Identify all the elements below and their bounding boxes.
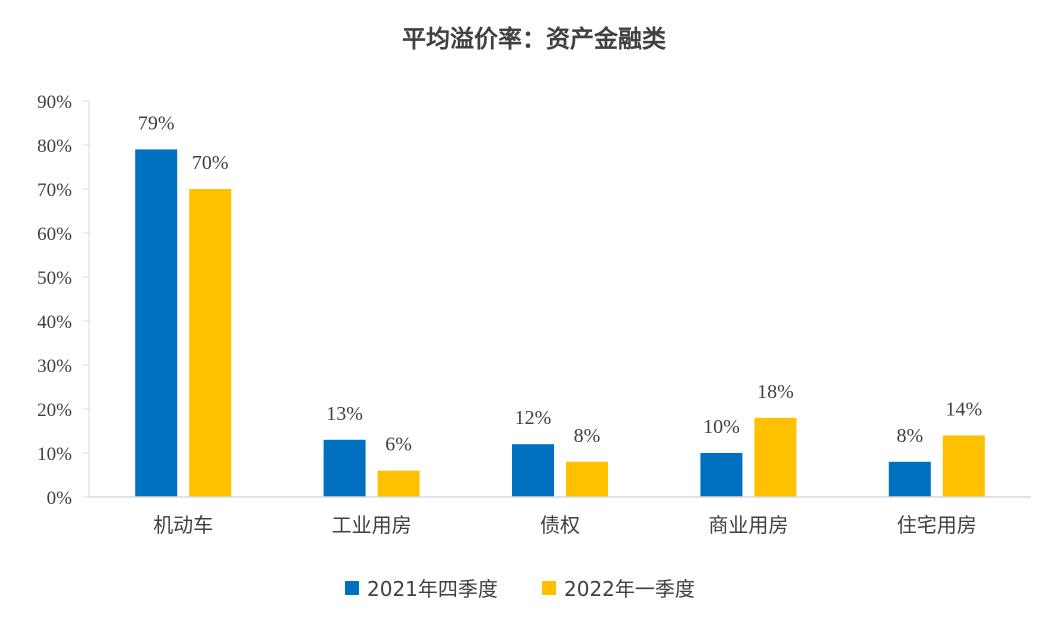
data-labels: 79% 70% 13% 6% 12% 8% 10% 18% 8% 14% xyxy=(138,112,982,455)
bar-series-2 xyxy=(377,470,420,497)
y-tick-label: 80% xyxy=(37,136,72,157)
bar-series-2 xyxy=(754,417,797,497)
data-label: 13% xyxy=(326,403,363,425)
legend-swatch xyxy=(542,581,556,595)
bar-series-1 xyxy=(323,439,366,497)
x-category-label: 机动车 xyxy=(153,513,213,537)
y-tick-label: 0% xyxy=(47,488,73,509)
legend-label: 2021年四季度 xyxy=(367,577,498,601)
bar-series-2 xyxy=(566,461,608,497)
data-label: 70% xyxy=(192,152,229,174)
x-category-label: 债权 xyxy=(540,513,580,537)
y-tick-label: 20% xyxy=(37,400,72,421)
y-axis: 0% 10% 20% 30% 40% 50% 60% 70% 80% 90% xyxy=(37,92,90,509)
bars xyxy=(135,149,985,497)
data-label: 6% xyxy=(385,434,412,456)
y-tick-label: 90% xyxy=(37,92,72,113)
data-label: 12% xyxy=(515,407,552,429)
y-tick-label: 50% xyxy=(37,268,72,289)
data-label: 14% xyxy=(945,398,982,420)
y-tick-label: 70% xyxy=(37,180,72,201)
bar-series-1 xyxy=(512,444,554,497)
data-label: 8% xyxy=(896,425,923,447)
bar-series-2 xyxy=(942,435,985,497)
chart-title: 平均溢价率：资产金融类 xyxy=(402,25,667,53)
legend: 2021年四季度 2022年一季度 xyxy=(345,577,695,601)
bar-series-1 xyxy=(888,461,931,497)
y-tick-label: 30% xyxy=(37,356,72,377)
y-tick-label: 40% xyxy=(37,312,72,333)
data-label: 18% xyxy=(757,381,794,403)
x-category-label: 商业用房 xyxy=(708,513,788,537)
legend-label: 2022年一季度 xyxy=(564,577,695,601)
y-tick-label: 10% xyxy=(37,444,72,465)
bar-series-1 xyxy=(135,149,178,497)
data-label: 10% xyxy=(703,416,740,438)
x-category-label: 工业用房 xyxy=(332,513,412,537)
bar-series-2 xyxy=(189,189,232,497)
y-tick-label: 60% xyxy=(37,224,72,245)
data-label: 8% xyxy=(574,425,601,447)
x-category-label: 住宅用房 xyxy=(897,513,977,537)
x-axis: 机动车 工业用房 债权 商业用房 住宅用房 xyxy=(89,496,1031,537)
data-label: 79% xyxy=(138,112,175,134)
bar-series-1 xyxy=(700,453,743,497)
legend-swatch xyxy=(345,581,359,595)
